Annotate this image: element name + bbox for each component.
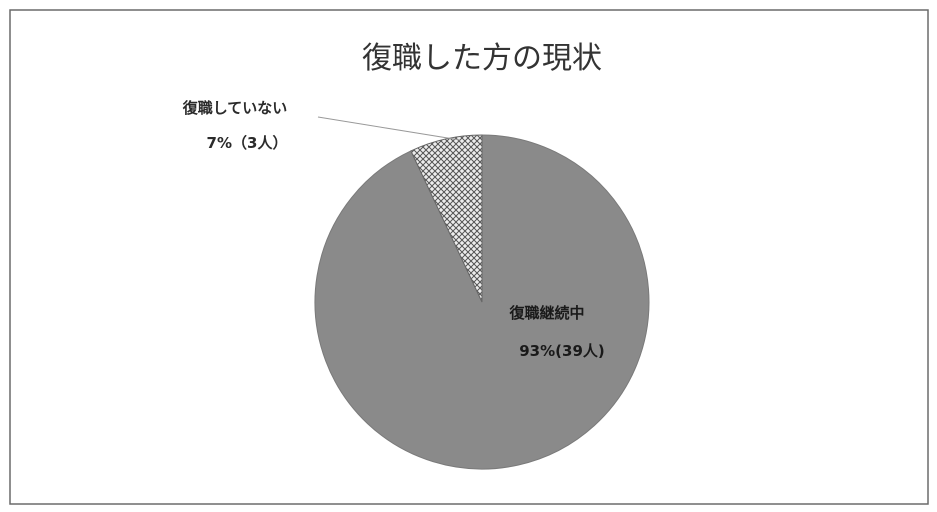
chart-title: 復職した方の現状 [362,41,602,76]
slice-label-not-returned-value: 7%（3人） [207,134,288,152]
slice-label-continuing-value: 93%(39人) [519,342,605,360]
slice-label-continuing-name: 復職継続中 [508,304,584,322]
slice-label-not-returned-name: 復職していない [182,99,288,117]
